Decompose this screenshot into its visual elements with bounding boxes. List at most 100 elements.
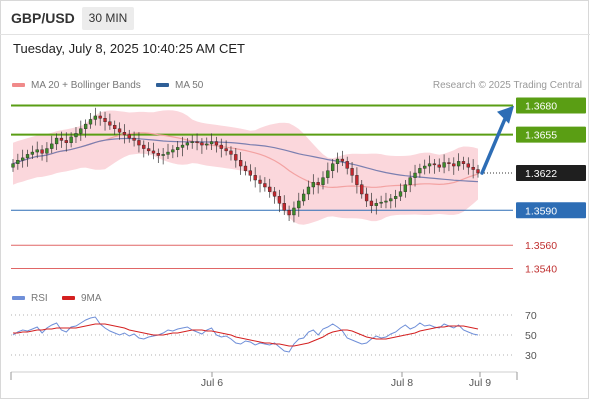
- candle-body: [205, 143, 209, 146]
- level-label-1.3590: 1.3590: [525, 205, 557, 217]
- candle-body: [180, 144, 185, 148]
- candle-body: [456, 161, 461, 167]
- candle-body: [350, 168, 354, 176]
- candle-body: [171, 149, 175, 153]
- candle-body: [127, 134, 131, 139]
- x-axis-label: Jul 8: [391, 377, 413, 389]
- candle-body: [379, 201, 383, 204]
- ma50-swatch: [156, 83, 169, 88]
- candle-body: [156, 153, 160, 156]
- candle-body: [209, 141, 214, 145]
- candle-body: [30, 151, 35, 155]
- candle-body: [452, 163, 456, 167]
- candle-body: [190, 141, 194, 143]
- rsi-label: RSI: [31, 293, 48, 304]
- candle-body: [326, 170, 330, 178]
- candle-body: [297, 200, 301, 209]
- candle-body: [25, 154, 30, 159]
- candle-body: [108, 121, 112, 126]
- candle-body: [268, 186, 272, 192]
- candle-body: [35, 149, 39, 153]
- candle-body: [306, 186, 311, 195]
- ma9-swatch: [62, 296, 75, 301]
- candle-body: [161, 154, 165, 156]
- candle-body: [272, 191, 277, 197]
- candle-body: [335, 158, 340, 164]
- candle-body: [413, 172, 417, 178]
- level-tag-1.3655: [516, 126, 586, 143]
- chart-timestamp: Tuesday, July 8, 2025 10:40:25 AM CET: [13, 41, 245, 56]
- symbol-title: GBP/USD: [11, 10, 75, 26]
- candle-body: [166, 151, 170, 155]
- level-label-1.3655: 1.3655: [525, 130, 557, 142]
- candle-body: [311, 182, 315, 188]
- candle-body: [11, 163, 15, 168]
- candle-body: [117, 128, 122, 133]
- ma9-label: 9MA: [81, 293, 102, 304]
- candle-body: [142, 144, 146, 149]
- candle-body: [437, 164, 441, 168]
- candle-body: [248, 170, 252, 176]
- ma50-line: [12, 137, 479, 183]
- candle-body: [423, 165, 427, 169]
- candle-body: [224, 148, 228, 152]
- candle-body: [403, 184, 407, 192]
- rsi-swatch: [12, 296, 25, 301]
- legend-ma20: MA 20 + Bollinger Bands: [12, 80, 141, 91]
- candle-body: [146, 148, 151, 152]
- last-price-label: 1.3622: [525, 168, 557, 180]
- timeframe-button[interactable]: 30 MIN: [82, 7, 134, 30]
- candle-body: [93, 115, 97, 120]
- candle-body: [185, 142, 190, 146]
- candle-body: [287, 210, 291, 216]
- chart-header: GBP/USD 30 MIN: [0, 0, 590, 40]
- candle-body: [331, 163, 335, 171]
- candle-body: [98, 115, 102, 119]
- candle-body: [50, 143, 54, 149]
- candle-body: [301, 193, 306, 202]
- forecast-arrow-shaft: [480, 117, 507, 175]
- candle-body: [200, 142, 204, 146]
- candle-body: [466, 163, 470, 168]
- candle-body: [132, 137, 136, 141]
- candle-body: [16, 160, 20, 164]
- candle-body: [418, 168, 422, 174]
- candle-body: [40, 149, 44, 154]
- candle-body: [214, 141, 219, 146]
- candle-body: [64, 140, 68, 143]
- candle-body: [384, 200, 388, 203]
- candle-body: [229, 150, 233, 155]
- level-label-1.3680: 1.3680: [525, 100, 557, 112]
- candle-body: [59, 137, 64, 141]
- candle-body: [151, 150, 156, 154]
- candle-body: [122, 132, 127, 135]
- candle-body: [253, 175, 257, 181]
- candle-body: [340, 158, 345, 162]
- candle-body: [316, 182, 320, 185]
- rsi-tick-30: 30: [525, 350, 537, 362]
- candle-body: [234, 154, 238, 161]
- candle-body: [394, 196, 398, 199]
- candle-body: [103, 118, 107, 122]
- x-axis-label: Jul 6: [201, 377, 223, 389]
- candle-body: [282, 203, 286, 211]
- candle-body: [476, 169, 480, 174]
- candle-body: [408, 177, 412, 185]
- last-price-tag: [516, 165, 586, 182]
- candle-body: [69, 136, 73, 143]
- candle-body: [360, 184, 364, 195]
- candle-body: [239, 160, 243, 167]
- candle-body: [345, 161, 349, 169]
- header-divider: [0, 34, 590, 35]
- ma50-label: MA 50: [175, 80, 204, 91]
- candle-body: [442, 162, 446, 168]
- candle-body: [277, 196, 282, 204]
- level-tag-1.3590: [516, 202, 586, 219]
- rsi-tick-70: 70: [525, 310, 537, 322]
- candle-body: [113, 125, 117, 129]
- candle-body: [292, 207, 296, 216]
- legend-ma50: MA 50: [156, 80, 203, 91]
- candle-body: [45, 148, 49, 154]
